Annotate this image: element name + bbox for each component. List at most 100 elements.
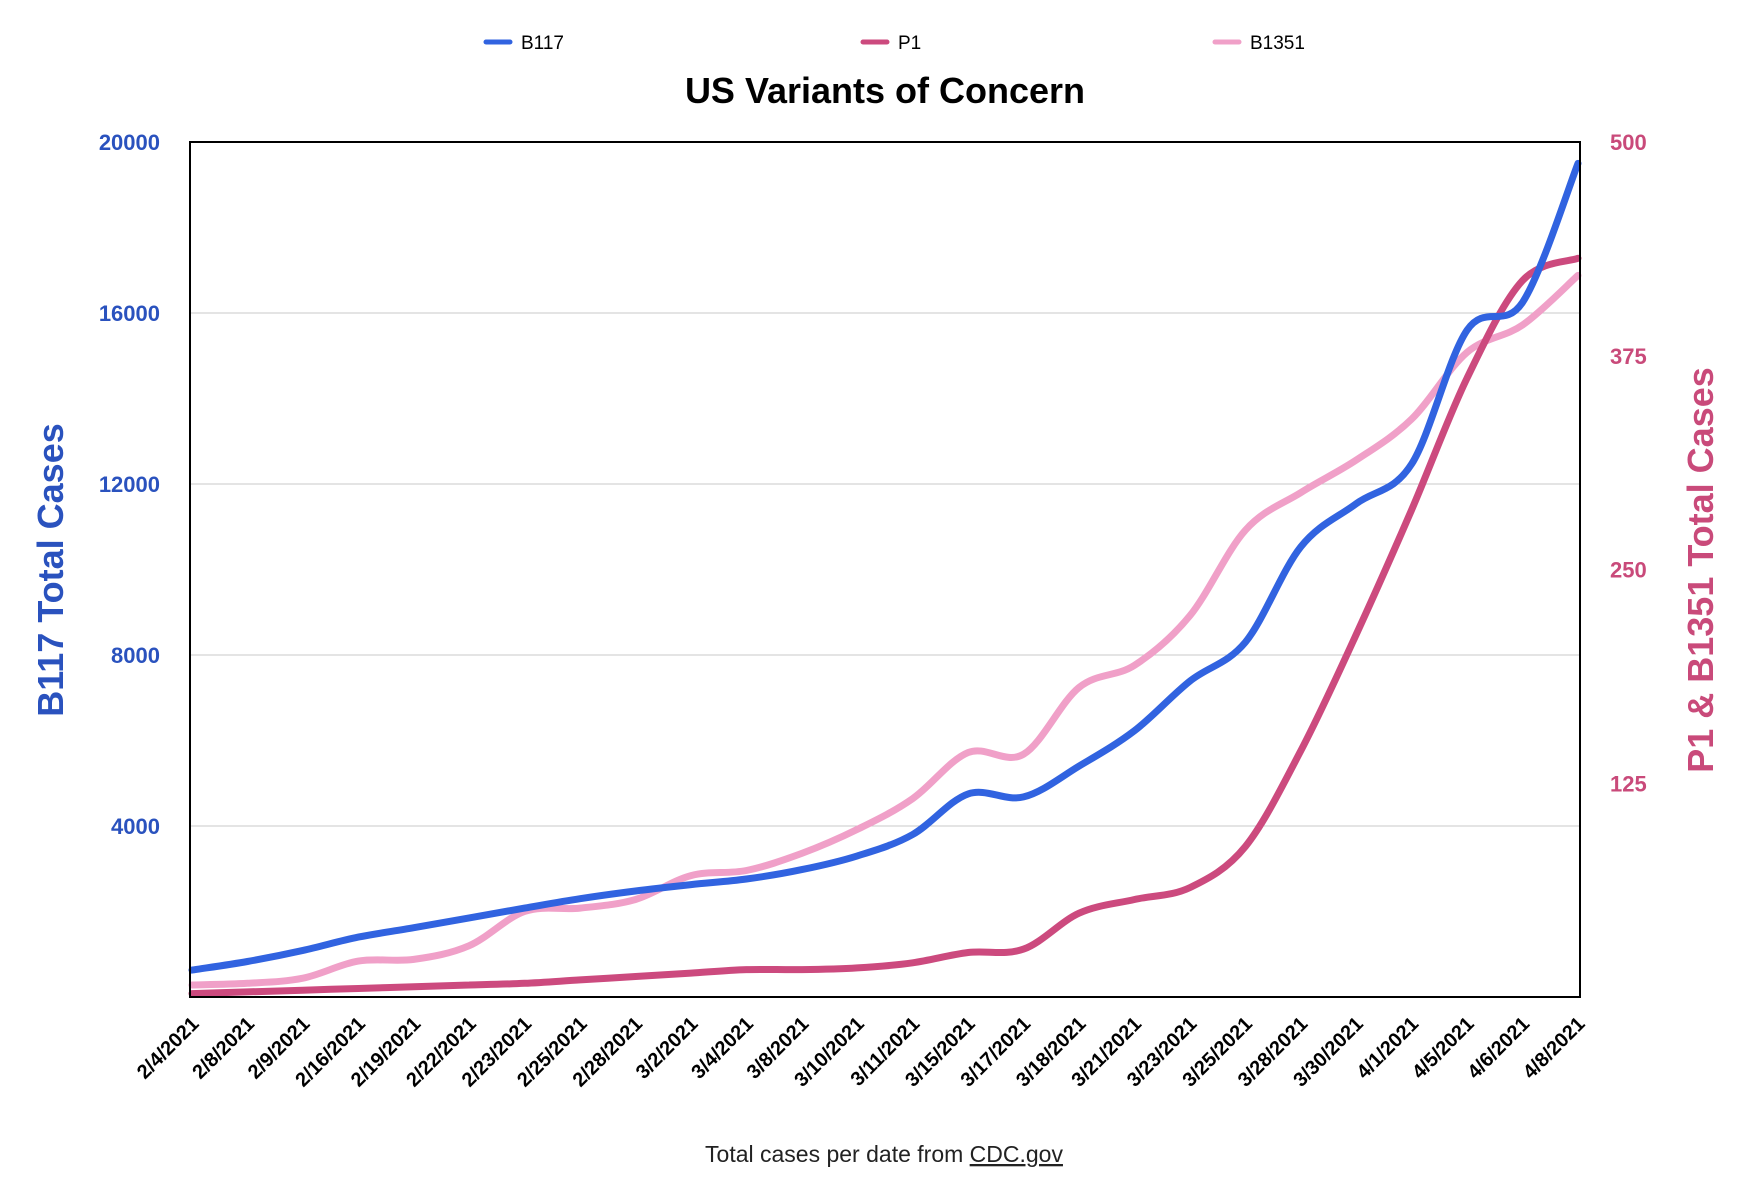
data-point-b117 [1300, 546, 1302, 548]
data-point-p1 [912, 962, 914, 964]
source-link[interactable]: CDC.gov [970, 1141, 1064, 1167]
source-note: Total cases per date from CDC.gov [705, 1141, 1063, 1167]
legend: B117 P1 B1351 [483, 33, 1305, 54]
legend-label-b117: B117 [521, 33, 564, 54]
data-point-b1351 [635, 899, 636, 900]
y-left-tick-label: 16000 [99, 301, 160, 326]
data-point-b1351 [1411, 418, 1413, 420]
data-point-b117 [524, 907, 526, 909]
plot-frame [189, 141, 1581, 998]
data-point-p1 [302, 989, 304, 991]
data-point-b1351 [579, 907, 581, 909]
data-point-b117 [1244, 641, 1246, 643]
data-point-p1 [1355, 634, 1357, 635]
data-point-b1351 [801, 852, 803, 854]
data-point-b1351 [246, 982, 248, 984]
data-point-b117 [690, 884, 692, 886]
data-point-b117 [468, 917, 470, 919]
data-point-p1 [967, 952, 969, 953]
data-point-p1 [801, 969, 803, 971]
y-left-tick-label: 8000 [111, 643, 160, 668]
data-point-p1 [1522, 280, 1524, 281]
data-point-p1 [357, 988, 359, 989]
data-point-b117 [1411, 463, 1413, 465]
data-point-p1 [1244, 846, 1246, 847]
data-point-p1 [856, 967, 858, 969]
data-point-b1351 [1355, 459, 1357, 461]
data-point-b1351 [191, 984, 193, 986]
y-left-tick-label: 12000 [99, 472, 160, 497]
y-right-tick-label: 125 [1610, 771, 1647, 796]
series-lines [188, 159, 1582, 998]
data-point-p1 [1023, 948, 1025, 950]
data-point-b117 [1466, 329, 1468, 331]
legend-label-b1351: B1351 [1250, 33, 1305, 54]
data-point-b1351 [856, 828, 858, 830]
data-point-p1 [468, 984, 470, 986]
data-point-p1 [1300, 750, 1302, 752]
y-axis-right-ticks: 125 250 375 500 [1610, 130, 1647, 796]
data-point-b117 [191, 969, 193, 971]
data-point-b1351 [967, 752, 969, 753]
data-point-p1 [1577, 257, 1579, 259]
data-point-b117 [579, 898, 581, 900]
data-point-p1 [1134, 899, 1135, 900]
series-line-b117 [188, 159, 1582, 974]
legend-item-b117[interactable]: B117 [483, 33, 564, 54]
data-point-p1 [1189, 887, 1191, 889]
data-point-b117 [1189, 680, 1191, 682]
series-b117 [188, 159, 1582, 974]
data-point-b1351 [1189, 615, 1191, 617]
data-point-b117 [357, 936, 359, 938]
data-point-b117 [1023, 796, 1025, 798]
data-point-p1 [635, 976, 636, 977]
series-b1351 [188, 271, 1582, 989]
data-point-p1 [1078, 912, 1080, 914]
data-point-b117 [912, 834, 914, 835]
data-point-p1 [524, 982, 526, 984]
data-point-b1351 [1522, 324, 1524, 326]
series-line-p1 [188, 254, 1582, 998]
data-point-p1 [191, 993, 193, 995]
data-point-b117 [745, 878, 747, 880]
legend-label-p1: P1 [898, 33, 921, 54]
series-p1 [188, 254, 1582, 998]
data-point-b1351 [1023, 753, 1025, 755]
x-axis-ticks: 2/4/20212/8/20212/9/20212/16/20212/19/20… [133, 1013, 1590, 1091]
data-point-b117 [1134, 730, 1135, 732]
data-point-b1351 [745, 870, 747, 871]
y-axis-right-label: P1 & B1351 Total Cases [1680, 367, 1721, 773]
data-point-p1 [745, 969, 747, 971]
data-point-p1 [1466, 377, 1468, 379]
y-axis-left-ticks: 4000 8000 12000 16000 20000 [99, 130, 160, 839]
y-right-tick-label: 375 [1610, 344, 1647, 369]
data-point-p1 [579, 979, 581, 981]
data-point-p1 [246, 991, 248, 993]
data-point-b1351 [1577, 274, 1579, 276]
data-point-b117 [302, 949, 304, 951]
gridlines [190, 312, 1580, 827]
data-point-b117 [413, 927, 415, 929]
data-point-b1351 [468, 945, 470, 947]
data-point-b117 [856, 855, 858, 857]
data-point-b1351 [690, 875, 692, 877]
data-point-b117 [1078, 765, 1080, 767]
data-point-b1351 [1466, 351, 1468, 353]
y-right-tick-label: 500 [1610, 130, 1647, 155]
data-point-b117 [246, 961, 248, 962]
data-point-b1351 [1134, 664, 1135, 666]
data-point-p1 [413, 986, 415, 988]
series-line-b1351 [188, 271, 1582, 989]
data-point-p1 [1411, 509, 1413, 511]
source-prefix: Total cases per date from [705, 1141, 970, 1167]
legend-item-p1[interactable]: P1 [860, 33, 921, 54]
y-left-tick-label: 4000 [111, 814, 160, 839]
data-point-p1 [690, 972, 692, 974]
data-point-b1351 [1078, 687, 1080, 688]
legend-item-b1351[interactable]: B1351 [1212, 33, 1305, 54]
data-point-b117 [1577, 162, 1579, 164]
data-point-b1351 [912, 798, 914, 800]
data-point-b117 [801, 869, 803, 871]
chart-title: US Variants of Concern [685, 70, 1085, 111]
